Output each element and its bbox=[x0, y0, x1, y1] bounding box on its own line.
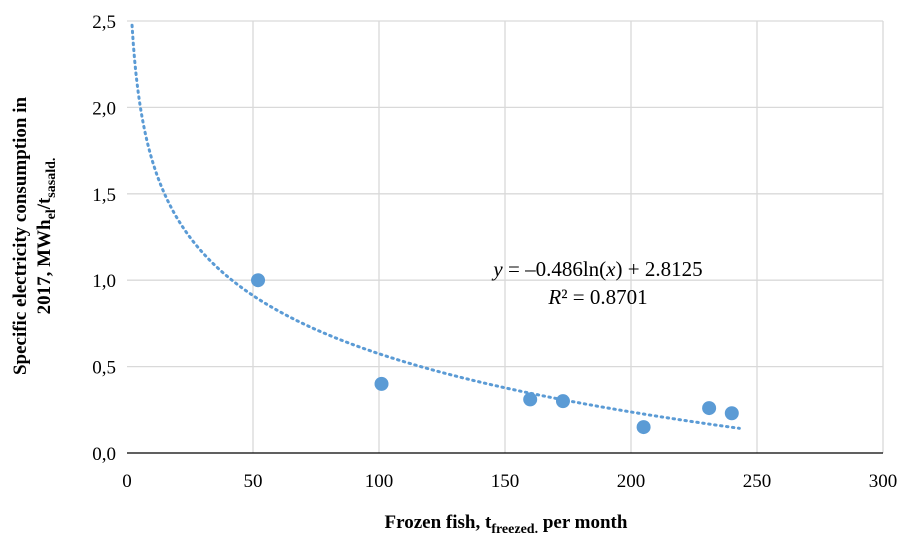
data-point bbox=[702, 401, 717, 416]
x-tick-labels: 0 50 100 150 200 250 300 bbox=[122, 471, 897, 492]
trendline bbox=[130, 23, 741, 430]
x-tick-label: 150 bbox=[491, 471, 520, 492]
r-squared-label: R² = 0.8701 bbox=[547, 285, 647, 309]
y-axis-title-line1: Specific electricity consumption in bbox=[10, 97, 31, 376]
y-tick-label: 2,5 bbox=[92, 12, 116, 33]
x-tick-label: 100 bbox=[365, 471, 394, 492]
data-point bbox=[374, 376, 389, 391]
y-axis-title-line2: 2017, MWhel/tsasald. bbox=[34, 158, 59, 315]
x-tick-label: 50 bbox=[244, 471, 263, 492]
x-tick-label: 250 bbox=[743, 471, 772, 492]
y-tick-label: 1,5 bbox=[92, 185, 116, 206]
x-tick-label: 300 bbox=[869, 471, 898, 492]
x-tick-label: 0 bbox=[122, 471, 132, 492]
y-tick-label: 0,5 bbox=[92, 358, 116, 379]
data-point bbox=[251, 273, 266, 288]
data-point bbox=[523, 392, 538, 407]
y-tick-label: 0,0 bbox=[92, 444, 116, 465]
y-tick-labels: 0,0 0,5 1,0 1,5 2,0 2,5 bbox=[92, 12, 116, 465]
gridlines bbox=[127, 20, 884, 453]
data-points bbox=[251, 273, 739, 435]
data-point bbox=[636, 420, 651, 435]
x-axis-title: Frozen fish, tfreezed. per month bbox=[385, 512, 628, 537]
data-point bbox=[555, 394, 570, 409]
trendline-equation: y = –0.486ln(x) + 2.8125 bbox=[491, 257, 702, 281]
y-tick-label: 1,0 bbox=[92, 271, 116, 292]
y-tick-label: 2,0 bbox=[92, 98, 116, 119]
data-point bbox=[724, 406, 739, 421]
y-axis-title: Specific electricity consumption in 2017… bbox=[10, 97, 59, 376]
x-tick-label: 200 bbox=[617, 471, 646, 492]
